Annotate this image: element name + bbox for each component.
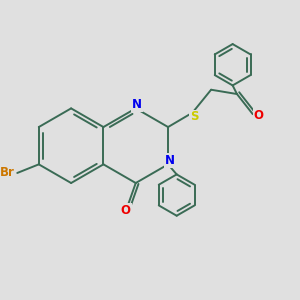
- Text: S: S: [190, 110, 198, 124]
- Text: N: N: [132, 98, 142, 111]
- Text: O: O: [254, 109, 263, 122]
- Text: Br: Br: [0, 167, 15, 179]
- Text: N: N: [164, 154, 175, 167]
- Text: O: O: [121, 204, 131, 218]
